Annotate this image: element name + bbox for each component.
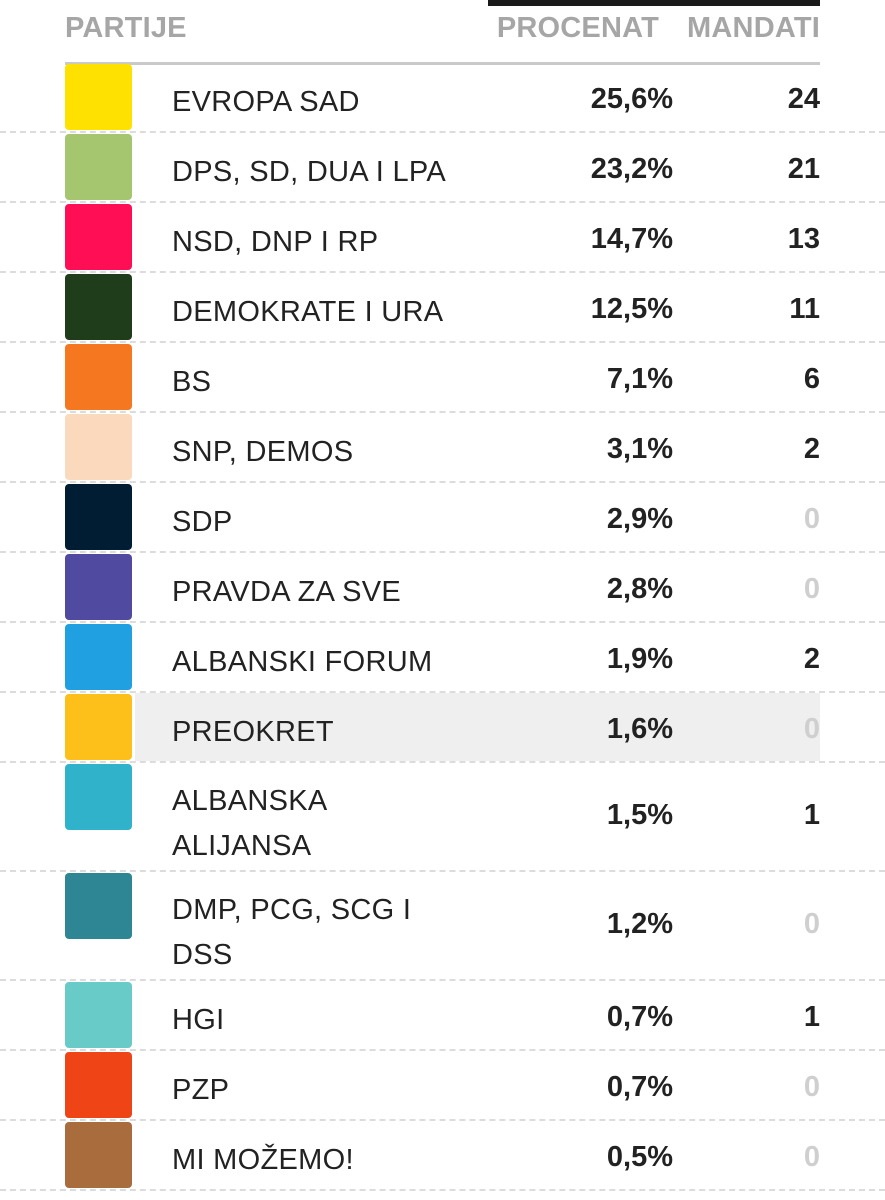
party-seats: 13 (787, 223, 820, 255)
table-row[interactable]: EVROPA SAD 25,6% 24 (0, 63, 885, 133)
row-highlight (135, 693, 820, 761)
party-percent: 2,8% (606, 573, 673, 605)
party-name: DPS, SD, DUA I LPA (172, 156, 447, 188)
party-percent: 1,2% (606, 908, 673, 940)
party-name: ALBANSKI FORUM (172, 646, 433, 678)
party-name: NSD, DNP I RP (172, 226, 379, 258)
party-percent: 0,7% (606, 1001, 673, 1033)
party-name-line: ALIJANSA (172, 830, 312, 862)
party-name: DMP, PCG, SCG I DSS (172, 888, 411, 978)
table-row[interactable]: PZP 0,7% 0 (0, 1051, 885, 1121)
table-row[interactable]: DPS, SD, DUA I LPA 23,2% 21 (0, 133, 885, 203)
header-accent-bar (488, 0, 820, 6)
party-name: MI MOŽEMO! (172, 1144, 354, 1176)
table-row[interactable]: SNP, DEMOS 3,1% 2 (0, 413, 885, 483)
party-seats: 21 (787, 153, 820, 185)
party-color-swatch (65, 1052, 132, 1118)
party-color-swatch (65, 414, 132, 480)
party-color-swatch (65, 764, 132, 830)
party-color-swatch (65, 134, 132, 200)
party-color-swatch (65, 344, 132, 410)
party-name: PRAVDA ZA SVE (172, 576, 402, 608)
party-percent: 1,5% (606, 799, 673, 831)
party-seats: 24 (787, 83, 820, 115)
party-name: PREOKRET (172, 716, 334, 748)
table-row[interactable]: MI MOŽEMO! 0,5% 0 (0, 1121, 885, 1191)
party-name: EVROPA SAD (172, 86, 360, 118)
party-name: HGI (172, 1004, 225, 1036)
column-header-percent: PROCENAT (496, 12, 659, 44)
party-color-swatch (65, 873, 132, 939)
table-row[interactable]: ALBANSKA ALIJANSA 1,5% 1 (0, 763, 885, 872)
table-row[interactable]: BS 7,1% 6 (0, 343, 885, 413)
party-color-swatch (65, 1122, 132, 1188)
party-color-swatch (65, 694, 132, 760)
party-seats: 0 (803, 573, 820, 605)
party-name-line: DSS (172, 939, 233, 971)
table-row[interactable]: DMP, PCG, SCG I DSS 1,2% 0 (0, 872, 885, 981)
party-color-swatch (65, 64, 132, 130)
table-row[interactable]: NSD, DNP I RP 14,7% 13 (0, 203, 885, 273)
party-color-swatch (65, 204, 132, 270)
party-percent: 1,6% (606, 713, 673, 745)
party-seats: 2 (803, 433, 820, 465)
table-row[interactable]: DEMOKRATE I URA 12,5% 11 (0, 273, 885, 343)
table-row[interactable]: PREOKRET 1,6% 0 (0, 693, 885, 763)
party-name-line: ALBANSKA (172, 785, 328, 817)
party-seats: 0 (803, 1071, 820, 1103)
party-percent: 7,1% (606, 363, 673, 395)
party-name: BS (172, 366, 212, 398)
party-percent: 3,1% (606, 433, 673, 465)
party-seats: 2 (803, 643, 820, 675)
party-seats: 6 (803, 363, 820, 395)
party-seats: 0 (803, 503, 820, 535)
party-color-swatch (65, 274, 132, 340)
party-name-line: DMP, PCG, SCG I (172, 894, 412, 926)
party-seats: 11 (789, 293, 820, 325)
party-percent: 12,5% (590, 293, 673, 325)
table-row[interactable]: PRAVDA ZA SVE 2,8% 0 (0, 553, 885, 623)
party-percent: 0,5% (606, 1141, 673, 1173)
column-header-party: PARTIJE (65, 12, 187, 44)
party-name: SNP, DEMOS (172, 436, 354, 468)
header-divider (65, 62, 820, 65)
party-color-swatch (65, 484, 132, 550)
table-row[interactable]: HGI 0,7% 1 (0, 981, 885, 1051)
party-color-swatch (65, 624, 132, 690)
column-header-seats: MANDATI (687, 12, 820, 44)
party-seats: 0 (803, 908, 820, 940)
party-seats: 0 (803, 1141, 820, 1173)
party-percent: 0,7% (606, 1071, 673, 1103)
party-percent: 1,9% (606, 643, 673, 675)
table-header: PARTIJE PROCENAT MANDATI (0, 12, 885, 52)
party-name: PZP (172, 1074, 230, 1106)
party-seats: 1 (803, 1001, 820, 1033)
party-percent: 23,2% (590, 153, 673, 185)
results-table: EVROPA SAD 25,6% 24 DPS, SD, DUA I LPA 23,2%… (0, 63, 885, 1191)
party-name: SDP (172, 506, 233, 538)
party-name: DEMOKRATE I URA (172, 296, 444, 328)
party-seats: 1 (803, 799, 820, 831)
party-percent: 14,7% (590, 223, 673, 255)
table-row[interactable]: ALBANSKI FORUM 1,9% 2 (0, 623, 885, 693)
party-color-swatch (65, 554, 132, 620)
party-seats: 0 (803, 713, 820, 745)
table-row[interactable]: SDP 2,9% 0 (0, 483, 885, 553)
party-percent: 25,6% (590, 83, 673, 115)
party-color-swatch (65, 982, 132, 1048)
party-percent: 2,9% (606, 503, 673, 535)
party-name: ALBANSKA ALIJANSA (172, 779, 328, 869)
